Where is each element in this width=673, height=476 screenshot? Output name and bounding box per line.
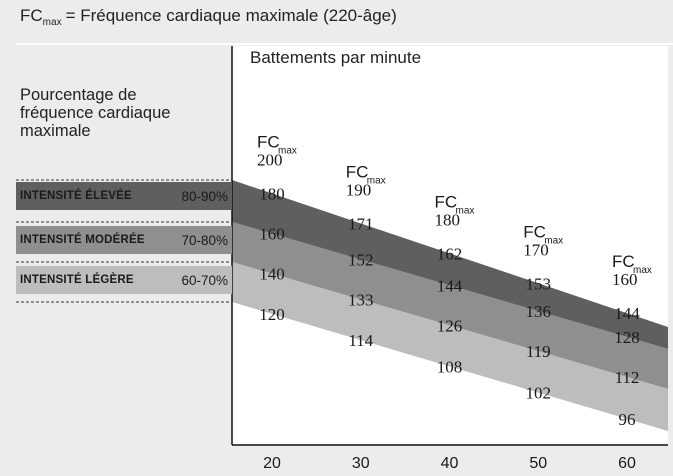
fcmax-sub-text: max bbox=[367, 175, 386, 186]
band-name-light: INTENSITÉ LÉGÈRE bbox=[20, 274, 134, 286]
data-label: 119 bbox=[526, 342, 551, 361]
data-label: 96 bbox=[619, 410, 636, 429]
data-label: 152 bbox=[348, 251, 374, 270]
data-label: 171 bbox=[348, 214, 374, 233]
data-label: 114 bbox=[348, 331, 373, 350]
data-label: 160 bbox=[259, 225, 285, 244]
band-label-light: INTENSITÉ LÉGÈRE 60-70% bbox=[16, 266, 232, 294]
band-area-0 bbox=[232, 180, 668, 349]
data-label: 153 bbox=[526, 274, 552, 293]
bands-layer bbox=[232, 180, 668, 431]
fc-sub-label: max bbox=[42, 17, 62, 29]
fcmax-value: 180 bbox=[435, 210, 461, 229]
data-label: 140 bbox=[259, 265, 285, 284]
fcmax-sub-text: max bbox=[633, 265, 652, 276]
data-label: 112 bbox=[615, 368, 640, 387]
left-caption-line3: maximale bbox=[20, 122, 91, 140]
y-caption: Battements par minute bbox=[250, 48, 422, 67]
data-label: 102 bbox=[526, 384, 552, 403]
band-pct-moderate: 70-80% bbox=[181, 232, 228, 248]
fcmax-fc-text: FC bbox=[346, 162, 369, 181]
band-name-high: INTENSITÉ ÉLEVÉE bbox=[20, 190, 132, 202]
fcmax-value: 170 bbox=[523, 240, 549, 259]
band-pct-light: 60-70% bbox=[181, 272, 228, 288]
band-label-dividers bbox=[16, 179, 232, 303]
x-tick-label: 40 bbox=[441, 455, 459, 472]
x-tick-label: 60 bbox=[618, 455, 636, 472]
fcmax-sub-text: max bbox=[544, 235, 563, 246]
fc-label: FC bbox=[20, 6, 43, 25]
fcmax-value: 190 bbox=[346, 180, 372, 199]
fcmax-sub-text: max bbox=[456, 205, 475, 216]
data-label: 120 bbox=[259, 305, 285, 324]
band-pct-high: 80-90% bbox=[181, 188, 228, 204]
fcmax-fc-text: FC bbox=[523, 222, 546, 241]
left-caption-line2: fréquence cardiaque bbox=[20, 104, 171, 122]
data-label: 136 bbox=[526, 302, 552, 321]
data-label: 128 bbox=[614, 328, 640, 347]
data-labels-layer: 180 171 162 153 144 160 152 144 136 128 140 133 126 1… bbox=[259, 184, 640, 428]
data-label: 162 bbox=[437, 244, 463, 263]
fcmax-value: 160 bbox=[612, 270, 638, 289]
data-label: 133 bbox=[348, 291, 374, 310]
formula-text: = Fréquence cardiaque maximale (220-âge) bbox=[65, 6, 397, 25]
band-label-high: INTENSITÉ ÉLEVÉE 80-90% bbox=[16, 182, 232, 210]
fcmax-fc-text: FC bbox=[435, 192, 458, 211]
band-area-1 bbox=[232, 222, 668, 389]
band-label-moderate: INTENSITÉ MODÉRÉE 70-80% bbox=[16, 226, 232, 254]
header-formula: FCmax = Fréquence cardiaque maximale (220… bbox=[20, 6, 397, 28]
x-ticks-layer: 20 30 40 50 60 bbox=[263, 455, 636, 472]
band-area-2 bbox=[232, 262, 668, 431]
x-tick-label: 30 bbox=[352, 455, 370, 472]
fcmax-value: 200 bbox=[257, 150, 283, 169]
data-label: 180 bbox=[259, 184, 285, 203]
fcmax-sub-text: max bbox=[278, 145, 297, 156]
band-name-moderate: INTENSITÉ MODÉRÉE bbox=[20, 234, 145, 246]
left-caption-line1: Pourcentage de bbox=[20, 86, 137, 104]
left-axis-caption: Pourcentage de fréquence cardiaque maxim… bbox=[20, 86, 170, 140]
x-tick-label: 50 bbox=[529, 455, 547, 472]
data-label: 108 bbox=[437, 357, 463, 376]
data-label: 126 bbox=[437, 316, 463, 335]
fcmax-fc-text: FC bbox=[257, 132, 280, 151]
x-tick-label: 20 bbox=[263, 455, 281, 472]
data-label: 144 bbox=[614, 304, 640, 323]
fcmax-fc-text: FC bbox=[612, 252, 635, 271]
data-label: 144 bbox=[437, 276, 463, 295]
